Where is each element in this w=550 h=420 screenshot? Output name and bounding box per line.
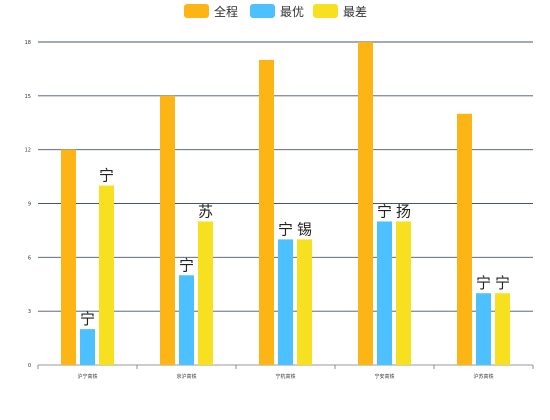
y-tick-label-4: 12 — [25, 148, 31, 154]
x-tick-label-4: 沪苏高铁 — [473, 373, 493, 380]
bar-2-2[interactable] — [297, 239, 312, 365]
legend-label-0[interactable]: 全程 — [214, 4, 238, 19]
bar-2-0[interactable] — [99, 185, 114, 365]
y-tick-label-5: 15 — [25, 94, 31, 100]
y-tick-label-2: 6 — [28, 255, 31, 261]
x-tick-label-1: 京沪高铁 — [176, 373, 196, 380]
bar-1-4[interactable] — [476, 293, 491, 365]
bar-2-3[interactable] — [396, 221, 411, 365]
legend-label-1[interactable]: 最优 — [280, 5, 304, 19]
bar-1-1[interactable] — [179, 275, 194, 365]
y-tick-label-6: 18 — [25, 40, 31, 46]
x-tick-label-2: 宁杭高铁 — [275, 373, 295, 380]
legend-swatch-2[interactable] — [313, 4, 338, 18]
data-label-1-3: 宁 — [377, 202, 392, 220]
data-label-2-0: 宁 — [99, 167, 114, 185]
bar-0-1[interactable] — [160, 95, 175, 365]
data-label-2-1: 苏 — [198, 202, 213, 220]
bar-1-2[interactable] — [278, 239, 293, 365]
data-label-1-0: 宁 — [80, 310, 95, 328]
x-tick-label-0: 沪宁高铁 — [77, 373, 97, 380]
data-label-2-3: 扬 — [396, 202, 411, 220]
bar-0-2[interactable] — [259, 59, 274, 365]
data-label-2-4: 宁 — [495, 274, 510, 292]
chart-bars — [61, 42, 510, 366]
y-tick-label-0: 0 — [28, 363, 31, 369]
data-label-2-2: 锡 — [297, 220, 312, 238]
bar-0-4[interactable] — [457, 113, 472, 366]
data-label-1-4: 宁 — [476, 274, 491, 292]
bar-0-0[interactable] — [61, 149, 76, 365]
bar-2-1[interactable] — [198, 221, 213, 365]
chart-data-labels: 宁宁宁苏宁 锡宁 扬宁宁 — [80, 167, 510, 329]
bar-0-3[interactable] — [358, 42, 373, 365]
bar-1-0[interactable] — [80, 329, 95, 365]
legend-swatch-1[interactable] — [250, 4, 275, 18]
legend-swatch-0[interactable] — [184, 4, 209, 18]
bar-2-4[interactable] — [495, 293, 510, 365]
y-tick-label-1: 3 — [28, 309, 31, 315]
y-tick-label-3: 9 — [28, 202, 31, 208]
data-label-1-2: 宁 — [278, 220, 293, 238]
legend-label-2[interactable]: 最差 — [343, 5, 367, 19]
x-axis: 沪宁高铁 京沪高铁 宁杭高铁 宁安高铁 沪苏高铁 — [37, 365, 534, 380]
bar-1-3[interactable] — [377, 221, 392, 365]
x-tick-label-3: 宁安高铁 — [374, 373, 394, 380]
y-axis: 0 3 6 9 12 15 18 — [25, 40, 31, 369]
data-label-1-1: 宁 — [179, 256, 194, 274]
chart-legend: 全程 最优 最差 — [184, 4, 367, 19]
